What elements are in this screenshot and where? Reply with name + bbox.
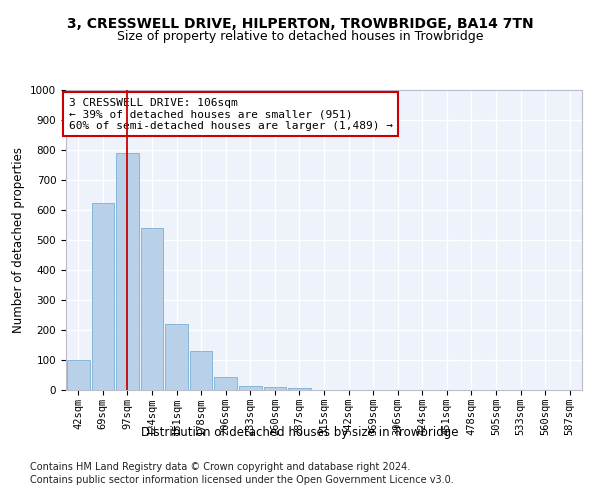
Text: 3, CRESSWELL DRIVE, HILPERTON, TROWBRIDGE, BA14 7TN: 3, CRESSWELL DRIVE, HILPERTON, TROWBRIDG…	[67, 18, 533, 32]
Text: Distribution of detached houses by size in Trowbridge: Distribution of detached houses by size …	[141, 426, 459, 439]
Bar	[92, 202, 114, 390]
Text: 3 CRESSWELL DRIVE: 106sqm
← 39% of detached houses are smaller (951)
60% of semi: 3 CRESSWELL DRIVE: 106sqm ← 39% of detac…	[68, 98, 392, 130]
Text: Size of property relative to detached houses in Trowbridge: Size of property relative to detached ho…	[117, 30, 483, 43]
Bar	[116, 153, 139, 390]
Bar	[214, 378, 237, 390]
Bar	[165, 324, 188, 390]
Bar	[263, 387, 286, 390]
Bar	[239, 386, 262, 390]
Text: Contains public sector information licensed under the Open Government Licence v3: Contains public sector information licen…	[30, 475, 454, 485]
Bar	[67, 360, 89, 390]
Text: Contains HM Land Registry data © Crown copyright and database right 2024.: Contains HM Land Registry data © Crown c…	[30, 462, 410, 472]
Bar	[140, 228, 163, 390]
Bar	[288, 388, 311, 390]
Bar	[190, 351, 212, 390]
Y-axis label: Number of detached properties: Number of detached properties	[11, 147, 25, 333]
